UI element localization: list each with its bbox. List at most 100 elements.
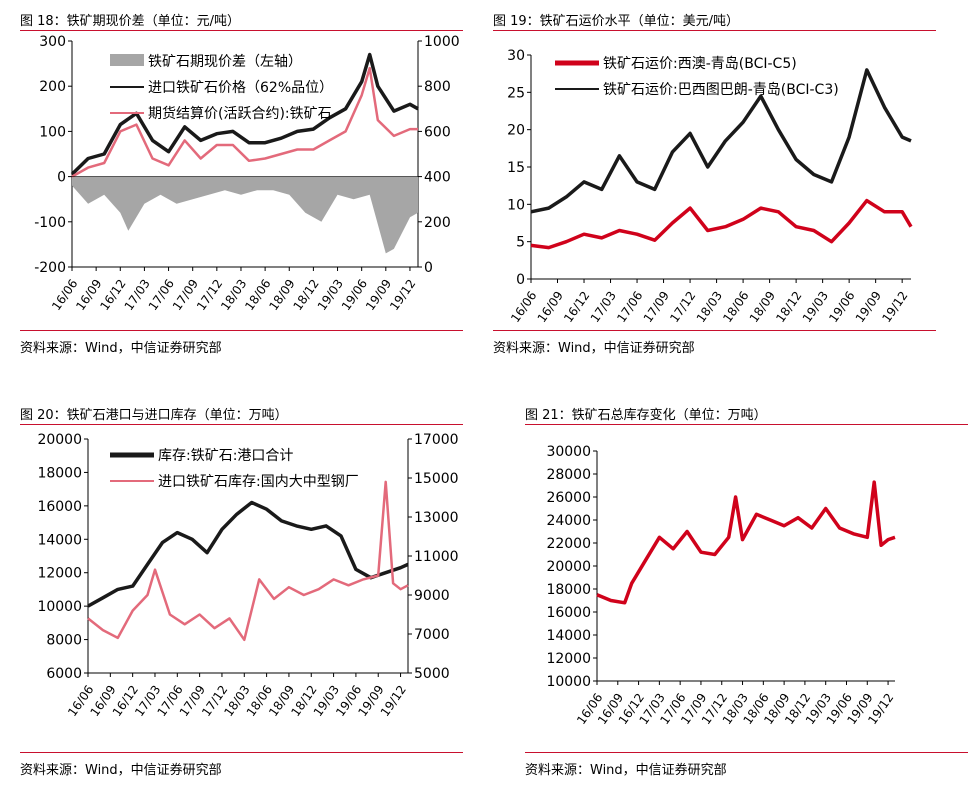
y2-tick-label: 1000: [424, 34, 460, 50]
chart-plot: 20000 18000 16000 14000 12000 10000 8000 6000 17…: [37, 432, 459, 719]
y-tick-label: 28000: [546, 467, 591, 483]
y-tick-label: 18000: [546, 582, 591, 598]
y2-tick-label: 200: [424, 215, 451, 231]
y2-tick-label: 13000: [414, 510, 459, 526]
series-area-0: [72, 176, 418, 254]
source-rule: [525, 752, 968, 753]
y-tick-label: 26000: [546, 490, 591, 506]
y-tick-label: 24000: [546, 513, 591, 529]
y2-tick-label: 9000: [414, 588, 450, 604]
source-rule: [20, 330, 463, 331]
y2-tick-label: 800: [424, 79, 451, 95]
y-tick-label: 8000: [46, 633, 82, 649]
source-note: 资料来源：Wind，中信证券研究部: [525, 763, 727, 778]
x-tick-label: 18/06: [720, 289, 751, 325]
y-tick-label: 6000: [46, 666, 82, 682]
x-tick-label: 16/06: [508, 289, 539, 325]
x-tick-label: 17/06: [614, 289, 645, 325]
y-tick-label: 10000: [37, 599, 82, 615]
y-tick-label: 12000: [546, 651, 591, 667]
y-tick-label: 20000: [546, 559, 591, 575]
x-tick-label: 16/12: [561, 289, 592, 325]
y2-tick-label: 0: [424, 260, 433, 276]
legend-label: 期货结算价(活跃合约):铁矿石: [148, 105, 332, 122]
series-line-0: [530, 198, 913, 250]
x-tick-label: 19/09: [853, 289, 884, 325]
chart-panel-19: 图 19：铁矿石运价水平（单位：美元/吨） 30 25 20 15 10 5 0 16/06 1…: [493, 10, 938, 360]
x-tick-label: 17/12: [667, 289, 698, 325]
y-tick-label: 20: [507, 123, 525, 139]
y2-tick-label: 15000: [414, 471, 459, 487]
x-tick-label: 19/03: [800, 289, 831, 325]
y-tick-label: 16000: [546, 605, 591, 621]
y-tick-label: 16000: [37, 499, 82, 515]
y-tick-label: 5: [516, 235, 525, 251]
series-line-1: [70, 52, 419, 176]
y-tick-label: 12000: [37, 566, 82, 582]
chart-panel-21: 图 21：铁矿石总库存变化（单位：万吨） 30000 28000 26000 2400…: [525, 404, 970, 784]
title-rule: [493, 30, 936, 31]
legend-label: 进口铁矿石库存:国内大中型钢厂: [158, 474, 359, 490]
y-tick-label: 200: [39, 79, 66, 95]
legend-label: 铁矿石运价:西澳-青岛(BCI-C5): [603, 56, 797, 72]
legend-label: 铁矿石运价:巴西图巴朗-青岛(BCI-C3): [603, 82, 839, 98]
y-tick-label: 10000: [546, 674, 591, 690]
y2-tick-label: 11000: [414, 549, 459, 565]
y-tick-label: 20000: [37, 432, 82, 448]
series-line-2: [71, 66, 418, 178]
y2-tick-label: 400: [424, 170, 451, 186]
series-line-1: [530, 68, 912, 214]
x-tick-label: 19/06: [826, 289, 857, 325]
source-note: 资料来源：Wind，中信证券研究部: [20, 341, 222, 356]
title-rule: [525, 424, 968, 425]
chart-plot: 30000 28000 26000 24000 22000 20000 18000 16000…: [546, 444, 896, 727]
x-tick-label: 18/09: [747, 289, 778, 325]
legend-label: 库存:铁矿石:港口合计: [158, 448, 293, 464]
chart-title: 图 20：铁矿石港口与进口库存（单位：万吨）: [20, 408, 288, 423]
legend-label: 铁矿石期现价差（左轴）: [148, 54, 302, 70]
legend-label: 进口铁矿石价格（62%品位）: [148, 80, 333, 96]
chart-title: 图 21：铁矿石总库存变化（单位：万吨）: [525, 408, 767, 423]
title-rule: [20, 30, 463, 31]
chart-plot: 30252015105016/0616/0916/1217/0317/0617/…: [507, 48, 913, 325]
chart-panel-18: 图 18：铁矿期现价差（单位：元/吨） 300 200 100 0 -100 -200 10…: [20, 10, 465, 360]
chart-title: 图 18：铁矿期现价差（单位：元/吨）: [20, 14, 241, 29]
y-tick-label: 30000: [546, 444, 591, 460]
x-tick-label: 19/12: [879, 289, 910, 325]
series-line-0: [87, 500, 409, 608]
chart-panel-20: 图 20：铁矿石港口与进口库存（单位：万吨） 20000 18000 16000 14…: [20, 404, 465, 784]
y-tick-label: 18000: [37, 465, 82, 481]
source-note: 资料来源：Wind，中信证券研究部: [493, 341, 695, 356]
y-tick-label: 14000: [546, 628, 591, 644]
y2-tick-label: 600: [424, 124, 451, 140]
source-note: 资料来源：Wind，中信证券研究部: [20, 763, 222, 778]
y-tick-label: 300: [39, 34, 66, 50]
source-rule: [20, 752, 463, 753]
y-tick-label: -100: [34, 215, 66, 231]
series-line-0: [596, 480, 896, 605]
y2-tick-label: 17000: [414, 432, 459, 448]
y-tick-label: 0: [57, 170, 66, 186]
chart-title: 图 19：铁矿石运价水平（单位：美元/吨）: [493, 14, 740, 29]
y-tick-label: 14000: [37, 532, 82, 548]
chart-plot: 3002001000-100-2001000800600400200016/06…: [34, 34, 460, 313]
x-tick-label: 17/09: [641, 289, 672, 325]
source-rule: [493, 330, 936, 331]
y-tick-label: 0: [516, 272, 525, 288]
y2-tick-label: 7000: [414, 627, 450, 643]
y-tick-label: 10: [507, 197, 525, 213]
y-tick-label: 30: [507, 48, 525, 64]
x-tick-label: 16/09: [535, 289, 566, 325]
y-tick-label: 100: [39, 124, 66, 140]
y-tick-label: -200: [34, 260, 66, 276]
title-rule: [20, 424, 463, 425]
x-tick-label: 19/12: [387, 277, 418, 313]
y-tick-label: 15: [507, 160, 525, 176]
y2-tick-label: 5000: [414, 666, 450, 682]
legend-swatch: [110, 54, 144, 66]
y-tick-label: 25: [507, 85, 525, 101]
x-tick-label: 18/12: [773, 289, 804, 325]
x-tick-label: 18/03: [694, 289, 725, 325]
series-line-1: [87, 480, 409, 642]
x-tick-label: 17/03: [588, 289, 619, 325]
